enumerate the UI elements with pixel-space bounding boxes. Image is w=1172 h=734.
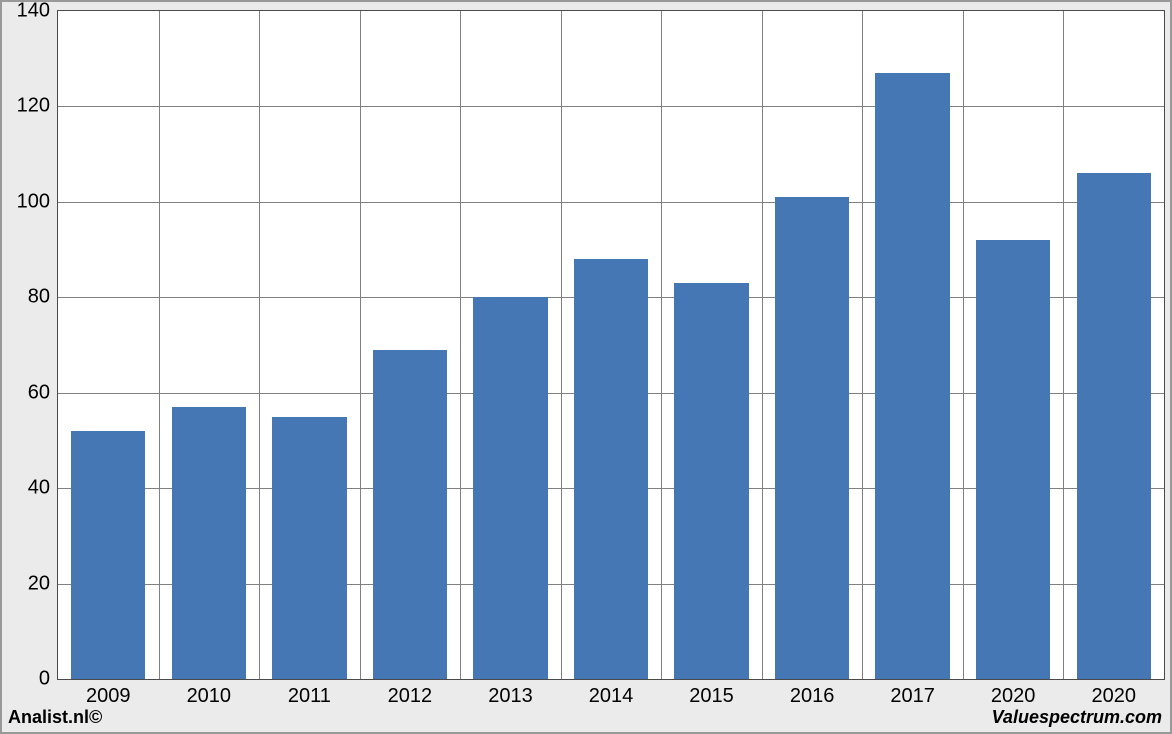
bar [674, 283, 748, 679]
y-axis-tick-label: 100 [17, 190, 50, 213]
x-axis-tick-label: 2011 [288, 685, 331, 708]
bar [71, 431, 145, 679]
y-axis-tick-label: 20 [28, 572, 50, 595]
y-axis-tick-label: 80 [28, 286, 50, 309]
x-axis-tick-label: 2017 [890, 685, 935, 708]
bar [976, 240, 1050, 679]
gridline-horizontal [58, 202, 1164, 203]
footer-left-credit: Analist.nl© [8, 707, 102, 728]
gridline-vertical [561, 11, 562, 679]
gridline-vertical [762, 11, 763, 679]
gridline-vertical [661, 11, 662, 679]
y-axis-tick-label: 60 [28, 381, 50, 404]
x-axis-tick-label: 2020 [991, 685, 1036, 708]
x-axis-tick-label: 2015 [689, 685, 734, 708]
gridline-vertical [360, 11, 361, 679]
gridline-vertical [1063, 11, 1064, 679]
bar [172, 407, 246, 679]
x-axis-tick-label: 2020 [1091, 685, 1136, 708]
gridline-horizontal [58, 106, 1164, 107]
footer-right-credit: Valuespectrum.com [992, 707, 1162, 728]
gridline-vertical [259, 11, 260, 679]
y-axis-tick-label: 140 [17, 0, 50, 23]
bar [574, 259, 648, 679]
chart-outer-frame: 0 20 40 60 80 100 120 140 2009 2010 2011 2012 2013 20… [0, 0, 1172, 734]
gridline-vertical [862, 11, 863, 679]
bar [775, 197, 849, 679]
x-axis-tick-label: 2013 [488, 685, 533, 708]
bar [1077, 173, 1151, 679]
gridline-vertical [159, 11, 160, 679]
bar [875, 73, 949, 679]
gridline-vertical [460, 11, 461, 679]
bar [272, 417, 346, 679]
x-axis-tick-label: 2009 [86, 685, 131, 708]
x-axis-tick-label: 2016 [790, 685, 835, 708]
x-axis-tick-label: 2012 [388, 685, 433, 708]
y-axis-tick-label: 120 [17, 95, 50, 118]
bar [373, 350, 447, 679]
y-axis-tick-label: 0 [39, 668, 50, 691]
chart-plot-area: 0204060801001201402009201020112012201320… [57, 10, 1165, 680]
gridline-vertical [963, 11, 964, 679]
x-axis-tick-label: 2014 [589, 685, 634, 708]
x-axis-tick-label: 2010 [187, 685, 232, 708]
y-axis-tick-label: 40 [28, 477, 50, 500]
bar [473, 297, 547, 679]
